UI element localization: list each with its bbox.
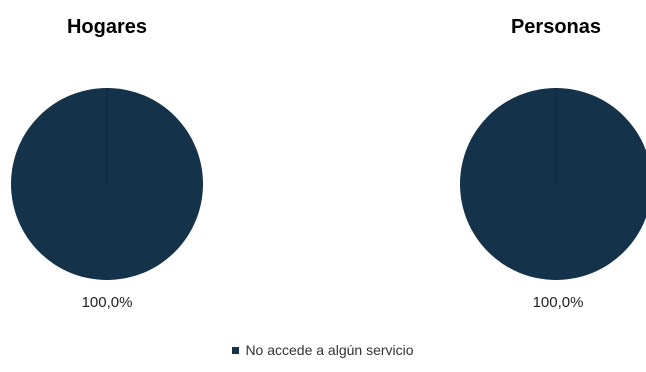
- chart-title-hogares: Hogares: [66, 16, 148, 38]
- slice-label-personas: 100,0%: [532, 294, 584, 311]
- pie-chart-personas: [460, 88, 646, 280]
- chart-title-personas: Personas: [510, 16, 602, 38]
- pie-slice-personas-0: [460, 88, 646, 280]
- pie-chart-hogares: [11, 88, 203, 280]
- legend: No accede a algún servicio: [0, 342, 646, 358]
- legend-label: No accede a algún servicio: [245, 342, 414, 358]
- slice-label-hogares: 100,0%: [81, 294, 133, 311]
- legend-swatch: [232, 347, 240, 354]
